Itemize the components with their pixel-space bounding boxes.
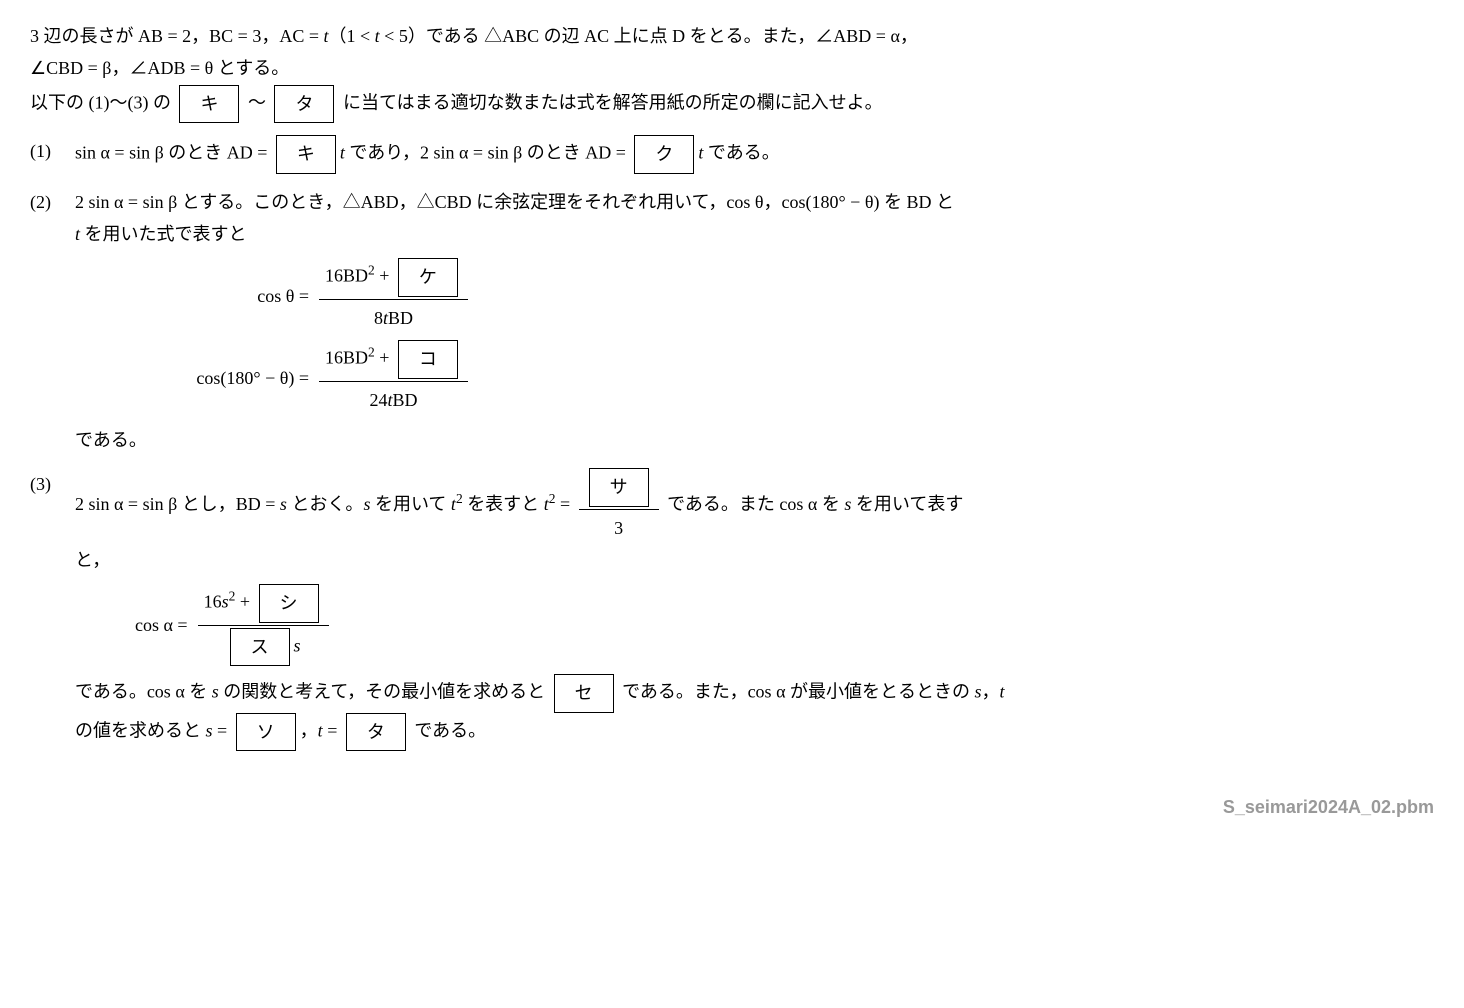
- equation-row: cos α = 16s2 + シ スs: [135, 584, 1434, 666]
- text: ，: [300, 720, 318, 740]
- numerator: 16s2 + シ: [198, 584, 329, 625]
- numerator: 16BD2 + コ: [319, 340, 468, 381]
- text: +: [375, 347, 394, 367]
- answer-box-sa: サ: [589, 468, 649, 506]
- text: =: [213, 720, 232, 740]
- text: BD: [388, 308, 413, 328]
- intro-text: ∠CBD = β，∠ADB = θ とする。: [30, 58, 289, 78]
- equation-row: cos(180° − θ) = 16BD2 + コ 24tBD: [135, 340, 1434, 416]
- intro-text: < 5）である △ABC の辺 AC 上に点 D をとる。また，∠ABD = α…: [380, 26, 918, 46]
- item-number: (2): [30, 186, 75, 457]
- answer-box-ki: キ: [276, 135, 336, 173]
- eq-lhs: cos θ =: [135, 280, 315, 312]
- item-number: (3): [30, 468, 75, 751]
- text: 16: [204, 592, 222, 612]
- var-s: s: [222, 592, 229, 612]
- fraction: 16BD2 + コ 24tBD: [319, 340, 468, 416]
- var-s: s: [212, 682, 219, 702]
- intro-text: に当てはまる適切な数または式を解答用紙の所定の欄に記入せよ。: [343, 92, 883, 112]
- text: =: [555, 494, 574, 514]
- text: を表すと: [463, 494, 544, 514]
- text: 8: [374, 308, 383, 328]
- item-body: 2 sin α = sin β とする。このとき，△ABD，△CBD に余弦定理…: [75, 186, 1434, 457]
- problem-2: (2) 2 sin α = sin β とする。このとき，△ABD，△CBD に…: [30, 186, 1434, 457]
- eq-lhs: cos(180° − θ) =: [135, 362, 315, 394]
- intro-text: 3 辺の長さが AB = 2，BC = 3，AC =: [30, 26, 323, 46]
- eq-lhs: cos α =: [135, 609, 194, 641]
- exponent: 2: [368, 344, 375, 359]
- denominator: 3: [579, 510, 659, 544]
- var-s: s: [975, 682, 982, 702]
- text: を用いた式で表すと: [80, 224, 247, 244]
- numerator: 16BD2 + ケ: [319, 258, 468, 299]
- tilde: ～: [248, 92, 266, 112]
- fraction: サ 3: [579, 468, 659, 544]
- fraction: 16BD2 + ケ 8tBD: [319, 258, 468, 334]
- text: BD: [392, 390, 417, 410]
- text: 24: [369, 390, 387, 410]
- text: である。: [703, 143, 779, 163]
- text: である。: [414, 720, 486, 740]
- text: ，: [982, 682, 1000, 702]
- item-number: (1): [30, 135, 75, 173]
- problem-3: (3) 2 sin α = sin β とし，BD = s とおく。s を用いて…: [30, 468, 1434, 751]
- text: の関数と考えて，その最小値を求めると: [219, 682, 545, 702]
- text: である。また，cos α が最小値をとるときの: [622, 682, 974, 702]
- item-body: 2 sin α = sin β とし，BD = s とおく。s を用いて t2 …: [75, 468, 1434, 751]
- denominator: 24tBD: [319, 382, 468, 416]
- text: 2 sin α = sin β とし，BD =: [75, 494, 280, 514]
- answer-box-se: セ: [554, 674, 614, 712]
- text: 2 sin α = sin β とする。このとき，△ABD，△CBD に余弦定理…: [75, 192, 954, 212]
- answer-box-ku: ク: [634, 135, 694, 173]
- answer-box-so: ソ: [236, 713, 296, 751]
- denominator: スs: [198, 626, 329, 666]
- text: である。また cos α を: [667, 494, 844, 514]
- var-s: s: [206, 720, 213, 740]
- var-s: s: [294, 635, 301, 655]
- equation-row: cos θ = 16BD2 + ケ 8tBD: [135, 258, 1434, 334]
- text: +: [375, 266, 394, 286]
- intro-paragraph: 3 辺の長さが AB = 2，BC = 3，AC = t（1 < t < 5）で…: [30, 20, 1434, 123]
- answer-box-ta: タ: [274, 85, 334, 123]
- answer-box-su: ス: [230, 628, 290, 666]
- item-body: sin α = sin β のとき AD = キt であり，2 sin α = …: [75, 135, 1434, 173]
- intro-text: （1 <: [329, 26, 375, 46]
- text: である。cos α を: [75, 682, 212, 702]
- answer-box-shi: シ: [259, 584, 319, 622]
- footer-label: S_seimari2024A_02.pbm: [30, 791, 1434, 823]
- text: 16BD: [325, 266, 368, 286]
- numerator: サ: [579, 468, 659, 509]
- text: であり，2 sin α = sin β のとき AD =: [345, 143, 626, 163]
- exponent: 2: [456, 491, 463, 506]
- var-t: t: [1000, 682, 1005, 702]
- text: =: [323, 720, 342, 740]
- text: 16BD: [325, 347, 368, 367]
- exponent: 2: [368, 263, 375, 278]
- fraction: 16s2 + シ スs: [198, 584, 329, 666]
- text: +: [235, 592, 254, 612]
- problem-1: (1) sin α = sin β のとき AD = キt であり，2 sin …: [30, 135, 1434, 173]
- intro-text: 以下の (1)～(3) の: [30, 92, 171, 112]
- text: と，: [75, 550, 110, 570]
- answer-box-ko: コ: [398, 340, 458, 378]
- text: を用いて表す: [851, 494, 963, 514]
- equation-block: cos α = 16s2 + シ スs: [135, 584, 1434, 666]
- text: の値を求めると: [75, 720, 206, 740]
- text: とおく。: [287, 494, 364, 514]
- var-s: s: [280, 494, 287, 514]
- text: である。: [75, 430, 147, 450]
- answer-box-ke: ケ: [398, 258, 458, 296]
- denominator: 8tBD: [319, 300, 468, 334]
- text: を用いて: [370, 494, 450, 514]
- answer-box-ta: タ: [346, 713, 406, 751]
- text: sin α = sin β のとき AD =: [75, 143, 267, 163]
- equation-block: cos θ = 16BD2 + ケ 8tBD cos(180° − θ) = 1…: [135, 258, 1434, 416]
- answer-box-ki: キ: [179, 85, 239, 123]
